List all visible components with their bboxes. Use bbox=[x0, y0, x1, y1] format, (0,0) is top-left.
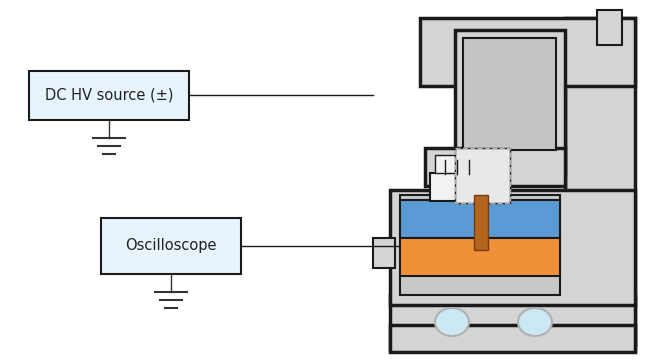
Bar bbox=[101, 218, 240, 274]
Bar bbox=[400, 238, 560, 276]
Ellipse shape bbox=[518, 308, 552, 336]
Bar bbox=[430, 173, 500, 201]
Bar bbox=[455, 30, 565, 175]
Text: Oscilloscope: Oscilloscope bbox=[125, 238, 216, 253]
Text: DC HV source (±): DC HV source (±) bbox=[45, 88, 173, 103]
Bar bbox=[400, 200, 560, 238]
Bar bbox=[425, 148, 565, 186]
Bar bbox=[435, 155, 495, 173]
Bar bbox=[455, 148, 510, 203]
Bar bbox=[597, 10, 622, 45]
Bar bbox=[390, 190, 635, 305]
Ellipse shape bbox=[435, 308, 469, 336]
Bar bbox=[463, 38, 556, 150]
Bar bbox=[474, 195, 488, 250]
Bar bbox=[390, 325, 635, 352]
Bar bbox=[400, 195, 560, 295]
Bar bbox=[390, 295, 635, 350]
Bar bbox=[373, 238, 395, 268]
Bar bbox=[420, 18, 635, 86]
Bar bbox=[29, 71, 188, 120]
Bar bbox=[455, 148, 510, 203]
Bar bbox=[565, 18, 635, 345]
